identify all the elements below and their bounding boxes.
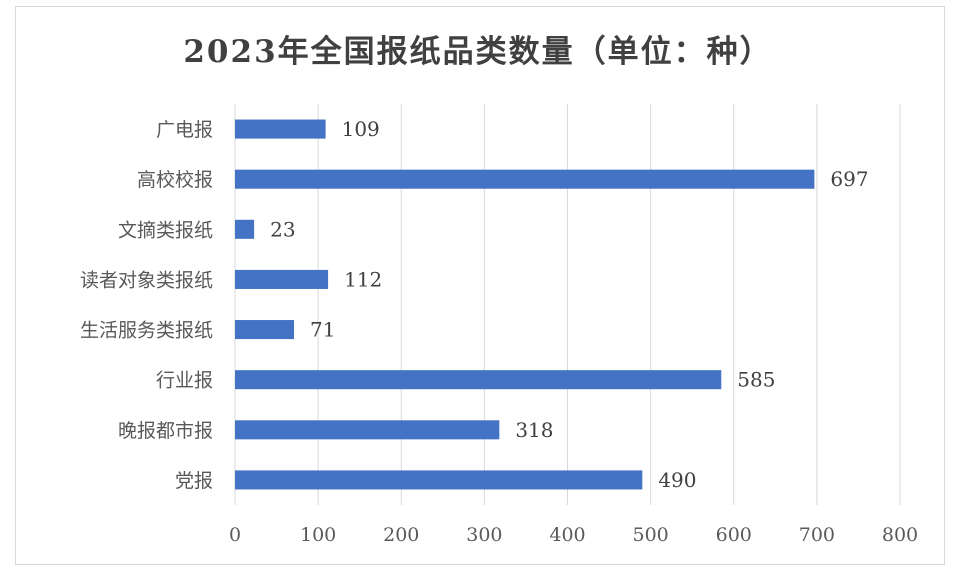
x-tick-label-800: 800 (882, 524, 918, 546)
value-label-4: 71 (310, 318, 335, 342)
bar-3 (235, 269, 329, 289)
category-label-5: 行业报 (156, 370, 213, 392)
value-labels: 109 697 23 112 71 585 318 490 (270, 117, 868, 492)
category-label-7: 党报 (175, 470, 213, 492)
x-tick-label-700: 700 (799, 524, 835, 546)
x-tick-label-400: 400 (549, 524, 585, 546)
value-label-3: 112 (344, 267, 382, 291)
bar-6 (235, 420, 500, 440)
value-label-5: 585 (737, 368, 775, 392)
bars (235, 119, 815, 490)
bar-7 (235, 470, 643, 490)
bar-5 (235, 370, 722, 390)
x-tick-label-0: 0 (229, 524, 241, 546)
x-tick-labels: 0 100 200 300 400 500 600 700 800 (229, 524, 918, 546)
category-label-2: 文摘类报纸 (118, 219, 213, 241)
value-label-6: 318 (515, 418, 553, 442)
value-label-0: 109 (342, 117, 380, 141)
gridlines (234, 104, 901, 505)
category-label-0: 广电报 (156, 119, 213, 141)
value-label-7: 490 (658, 468, 696, 492)
bar-4 (235, 320, 295, 340)
x-tick-label-300: 300 (466, 524, 502, 546)
x-tick-label-500: 500 (632, 524, 668, 546)
value-label-2: 23 (270, 217, 295, 241)
category-label-4: 生活服务类报纸 (80, 320, 213, 342)
bar-2 (235, 219, 255, 239)
chart-title: 2023年全国报纸品类数量（单位：种） (183, 34, 772, 70)
bar-1 (235, 169, 815, 189)
category-label-1: 高校校报 (137, 169, 213, 191)
x-tick-label-200: 200 (383, 524, 419, 546)
value-label-1: 697 (830, 167, 868, 191)
category-label-6: 晚报都市报 (118, 420, 213, 442)
x-tick-label-100: 100 (300, 524, 336, 546)
bar-0 (235, 119, 326, 139)
category-label-3: 读者对象类报纸 (80, 269, 213, 291)
x-tick-label-600: 600 (716, 524, 752, 546)
